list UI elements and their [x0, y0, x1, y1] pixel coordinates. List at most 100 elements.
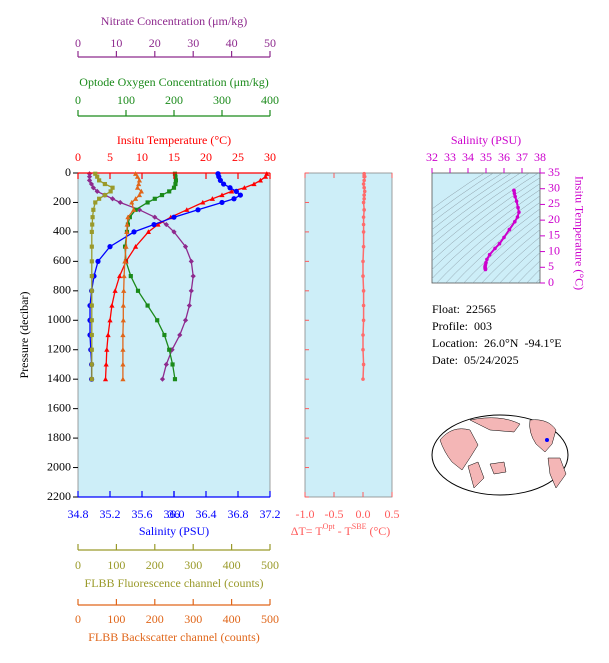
- data-point: [221, 181, 227, 187]
- data-point: [90, 215, 95, 220]
- x-tick-label: 500: [261, 612, 279, 626]
- x-tick-label: 100: [117, 93, 135, 107]
- data-point: [121, 288, 127, 293]
- data-point: [90, 185, 96, 191]
- data-point: [361, 200, 366, 205]
- data-point: [493, 246, 497, 251]
- isopycnal: [481, 229, 540, 283]
- x-tick-label: 35.2: [100, 507, 121, 521]
- x-axis-title: Nitrate Concentration (μm/kg): [101, 14, 247, 28]
- data-point: [86, 177, 93, 183]
- x-tick-label: 100: [107, 612, 125, 626]
- y-axis-title: Pressure (decibar): [17, 292, 31, 379]
- data-point: [217, 177, 223, 183]
- data-point: [133, 207, 138, 212]
- data-point: [91, 207, 96, 212]
- data-point: [361, 182, 366, 186]
- x-axis-title: Optode Oxygen Concentration (μm/kg): [79, 75, 268, 89]
- x-tick-label: 0: [75, 612, 81, 626]
- data-point: [190, 273, 196, 279]
- data-point: [361, 289, 366, 293]
- x-tick-label: 25: [232, 150, 244, 164]
- data-point: [97, 178, 102, 183]
- data-point: [136, 177, 143, 183]
- x-tick-label: 40: [226, 36, 238, 50]
- info-label: Location:: [432, 336, 478, 350]
- data-point: [361, 274, 365, 278]
- data-point: [502, 235, 506, 240]
- data-point: [152, 196, 157, 201]
- y-tick-label: 1400: [47, 371, 71, 385]
- x-axis-title: Insitu Temperature (°C): [117, 133, 231, 147]
- data-point: [512, 191, 517, 196]
- data-point: [122, 258, 128, 264]
- x-tick-label: 33: [444, 150, 456, 164]
- x-tick-label: 36.0: [164, 507, 185, 521]
- data-point: [89, 288, 94, 293]
- data-point: [120, 317, 126, 323]
- x-tick-label: 0: [75, 93, 81, 107]
- x-tick-label: 32: [426, 150, 438, 164]
- data-point: [514, 199, 519, 204]
- data-point: [134, 174, 141, 179]
- info-line: Profile: 003: [432, 319, 492, 333]
- data-point: [125, 214, 131, 220]
- data-point: [362, 174, 367, 179]
- x-tick-label: 400: [223, 558, 241, 572]
- y-tick-label: 30: [548, 180, 560, 194]
- data-point: [97, 196, 102, 201]
- continent: [467, 461, 485, 489]
- y-axis-title: Insitu Temperature (°C): [572, 176, 586, 290]
- x-tick-label: 36.8: [228, 507, 249, 521]
- x-axis-title-sup: Opt: [323, 522, 336, 531]
- data-point: [516, 205, 520, 210]
- isopycnal: [526, 269, 540, 283]
- data-point: [138, 188, 144, 194]
- data-point: [127, 215, 132, 220]
- y-tick-label: 25: [548, 196, 560, 210]
- data-point: [121, 273, 127, 279]
- x-tick-label: 100: [107, 558, 125, 572]
- plot-background: [304, 172, 393, 498]
- data-point: [131, 229, 137, 235]
- y-tick-label: 5: [548, 259, 554, 273]
- isopycnal: [535, 278, 540, 283]
- y-tick-label: 0: [65, 165, 71, 179]
- data-point: [105, 332, 111, 338]
- data-point: [135, 288, 141, 293]
- continent: [489, 461, 507, 475]
- data-point: [361, 222, 366, 227]
- continent: [439, 428, 479, 471]
- data-point: [86, 174, 93, 180]
- y-tick-label: 1200: [47, 341, 71, 355]
- data-point: [251, 181, 257, 187]
- float-location: [545, 438, 549, 442]
- data-point: [184, 207, 190, 212]
- isopycnal: [432, 173, 485, 210]
- x-tick-label: 20: [200, 150, 212, 164]
- x-tick-label: 200: [146, 558, 164, 572]
- x-axis-title: Salinity (PSU): [139, 524, 209, 538]
- data-point: [483, 267, 488, 272]
- data-point: [170, 362, 175, 367]
- x-tick-label: 5: [107, 150, 113, 164]
- x-tick-label: 30: [187, 36, 199, 50]
- data-point: [102, 193, 107, 198]
- isopycnal: [432, 173, 494, 216]
- x-tick-label: 37: [516, 150, 528, 164]
- x-tick-label: 0: [75, 36, 81, 50]
- y-tick-label: 800: [53, 283, 71, 297]
- data-point: [171, 185, 177, 190]
- data-point: [362, 208, 366, 212]
- data-point: [171, 229, 177, 235]
- data-point: [361, 318, 366, 323]
- isopycnal: [432, 173, 530, 245]
- y-tick-label: 1600: [47, 400, 71, 414]
- data-point: [497, 241, 502, 246]
- data-point: [173, 181, 178, 187]
- isopycnal: [517, 260, 540, 283]
- data-point: [361, 377, 365, 381]
- data-point: [231, 196, 237, 202]
- data-point: [103, 361, 109, 367]
- data-point: [361, 303, 366, 308]
